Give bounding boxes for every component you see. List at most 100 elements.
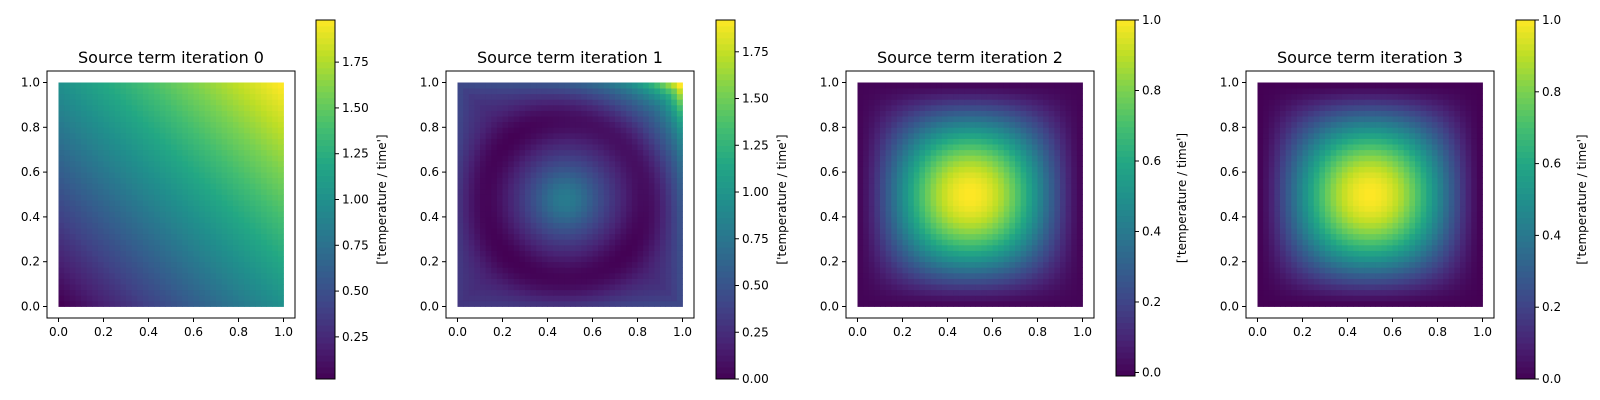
heatmap-cell xyxy=(648,250,655,257)
heatmap-cell xyxy=(863,278,870,285)
heatmap-cell xyxy=(541,144,548,151)
heatmap-cell xyxy=(513,138,520,145)
heatmap-cell xyxy=(1031,244,1038,251)
heatmap-cell xyxy=(936,183,943,190)
heatmap-cell xyxy=(81,160,88,167)
heatmap-cell xyxy=(221,116,228,123)
heatmap-cell xyxy=(953,295,960,302)
heatmap-cell xyxy=(975,256,982,263)
heatmap-cell xyxy=(970,82,977,89)
heatmap-cell xyxy=(1037,127,1044,134)
heatmap-cell xyxy=(598,272,605,279)
heatmap-cell xyxy=(227,88,234,95)
heatmap-cell xyxy=(485,110,492,117)
heatmap-cell xyxy=(1048,155,1055,162)
heatmap-cell xyxy=(1071,244,1078,251)
heatmap-cell xyxy=(947,278,954,285)
heatmap-cell xyxy=(92,188,99,195)
heatmap-cell xyxy=(120,144,127,151)
heatmap-cell xyxy=(885,216,892,223)
heatmap-cell xyxy=(637,278,644,285)
heatmap-cell xyxy=(1031,155,1038,162)
heatmap-cell xyxy=(581,155,588,162)
heatmap-cell xyxy=(553,289,560,296)
heatmap-cell xyxy=(992,138,999,145)
heatmap-cell xyxy=(620,272,627,279)
heatmap-cell xyxy=(131,172,138,179)
heatmap-cell xyxy=(249,205,256,212)
heatmap-cell xyxy=(75,172,82,179)
heatmap-cell xyxy=(913,261,920,268)
heatmap-cell xyxy=(266,116,273,123)
heatmap-cell xyxy=(176,289,183,296)
heatmap-cell xyxy=(541,205,548,212)
heatmap-cell xyxy=(1048,256,1055,263)
heatmap-cell xyxy=(598,244,605,251)
heatmap-cell xyxy=(171,200,178,207)
colorbar-segment xyxy=(716,181,735,188)
heatmap-cell xyxy=(249,244,256,251)
heatmap-cell xyxy=(958,138,965,145)
heatmap-cell xyxy=(255,284,262,291)
heatmap-cell xyxy=(261,216,268,223)
heatmap-cell xyxy=(58,244,65,251)
heatmap-cell xyxy=(187,205,194,212)
heatmap-cell xyxy=(199,239,206,246)
heatmap-cell xyxy=(648,172,655,179)
heatmap-cell xyxy=(255,93,262,100)
heatmap-cell xyxy=(238,211,245,218)
heatmap-cell xyxy=(92,144,99,151)
heatmap-cell xyxy=(620,177,627,184)
heatmap-cell xyxy=(1043,127,1050,134)
heatmap-cell xyxy=(992,216,999,223)
heatmap-cell xyxy=(654,183,661,190)
heatmap-cell xyxy=(925,172,932,179)
heatmap-cell xyxy=(986,138,993,145)
heatmap-cell xyxy=(182,110,189,117)
heatmap-cell xyxy=(615,278,622,285)
heatmap-cell xyxy=(210,278,217,285)
heatmap-cell xyxy=(187,127,194,134)
heatmap-cell xyxy=(193,194,200,201)
heatmap-cell xyxy=(885,144,892,151)
heatmap-cell xyxy=(81,132,88,139)
heatmap-cell xyxy=(665,177,672,184)
heatmap-cell xyxy=(182,160,189,167)
heatmap-cell xyxy=(58,239,65,246)
heatmap-cell xyxy=(58,138,65,145)
heatmap-cell xyxy=(586,289,593,296)
heatmap-cell xyxy=(457,228,464,235)
heatmap-cell xyxy=(896,205,903,212)
heatmap-cell xyxy=(86,99,93,106)
heatmap-cell xyxy=(671,88,678,95)
heatmap-cell xyxy=(204,149,211,156)
heatmap-cell xyxy=(874,121,881,128)
heatmap-cell xyxy=(154,261,161,268)
heatmap-cell xyxy=(891,222,898,229)
heatmap-cell xyxy=(1054,216,1061,223)
heatmap-cell xyxy=(182,228,189,235)
heatmap-cell xyxy=(216,284,223,291)
heatmap-cell xyxy=(137,194,144,201)
heatmap-cell xyxy=(1003,216,1010,223)
heatmap-cell xyxy=(631,194,638,201)
heatmap-cell xyxy=(1060,233,1067,240)
heatmap-cell xyxy=(148,261,155,268)
heatmap-cell xyxy=(204,183,211,190)
heatmap-cell xyxy=(142,138,149,145)
heatmap-cell xyxy=(159,88,166,95)
heatmap-cell xyxy=(227,289,234,296)
heatmap-cell xyxy=(575,127,582,134)
heatmap-cell xyxy=(97,93,104,100)
heatmap-cell xyxy=(227,99,234,106)
heatmap-cell xyxy=(519,160,526,167)
heatmap-cell xyxy=(525,211,532,218)
heatmap-cell xyxy=(474,104,481,111)
heatmap-cell xyxy=(1054,88,1061,95)
heatmap-cell xyxy=(541,121,548,128)
heatmap-cell xyxy=(272,278,279,285)
heatmap-cell xyxy=(654,99,661,106)
heatmap-cell xyxy=(1071,267,1078,274)
heatmap-cell xyxy=(603,121,610,128)
heatmap-cell xyxy=(103,239,110,246)
